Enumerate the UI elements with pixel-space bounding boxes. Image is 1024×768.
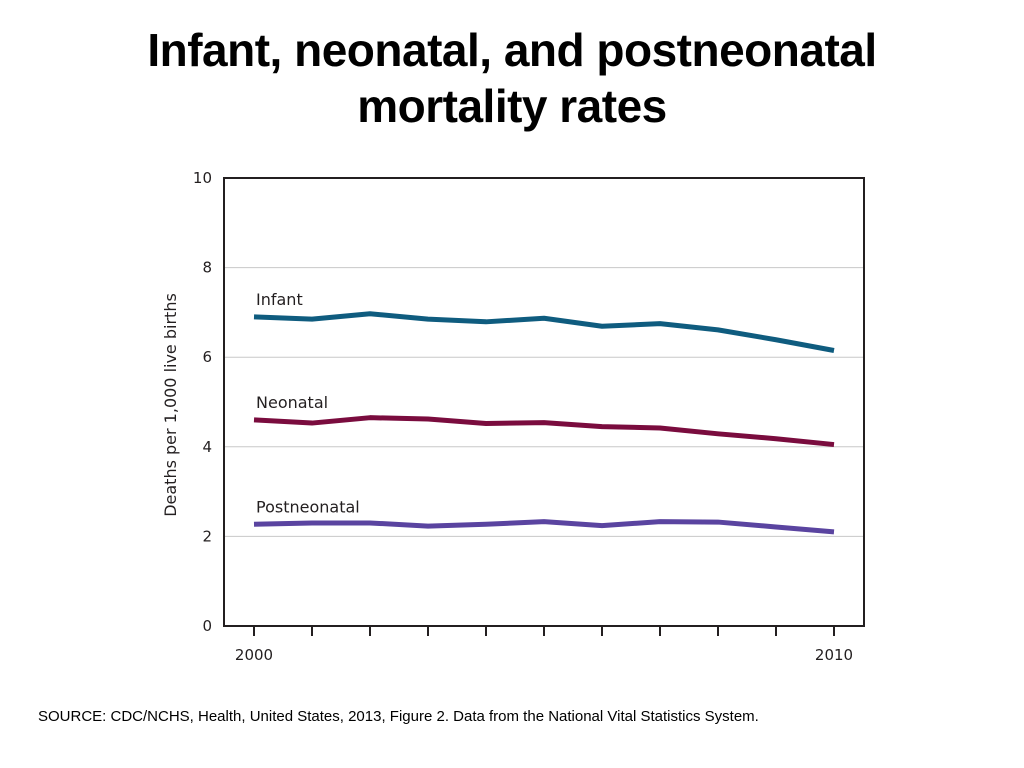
series-label-neonatal: Neonatal <box>256 393 328 412</box>
series-line-neonatal <box>253 415 835 448</box>
series-label-infant: Infant <box>256 290 303 309</box>
y-tick-label-10: 10 <box>193 169 212 187</box>
slide-title-line-1: Infant, neonatal, and postneonatal <box>147 24 877 76</box>
series-line-postneonatal <box>253 519 835 535</box>
series-lines: Infant Neonatal Postneonatal <box>253 290 835 535</box>
series-label-postneonatal: Postneonatal <box>256 497 360 516</box>
y-tick-label-2: 2 <box>202 527 212 545</box>
y-tick-label-8: 8 <box>202 259 212 277</box>
grid-lines <box>224 267 864 537</box>
y-tick-label-0: 0 <box>202 617 212 635</box>
slide-title: Infant, neonatal, and postneonatal morta… <box>0 22 1024 134</box>
y-tick-label-6: 6 <box>202 348 212 366</box>
y-axis-label: Deaths per 1,000 live births <box>161 293 180 517</box>
x-tick-label-2000: 2000 <box>235 646 273 664</box>
mortality-line-chart: Infant Neonatal Postneonatal 0 2 4 6 8 10 2000 20… <box>161 169 865 664</box>
axes: 0 2 4 6 8 10 2000 2010 <box>193 169 853 664</box>
x-tick-label-2010: 2010 <box>815 646 853 664</box>
series-line-infant <box>253 311 835 353</box>
y-tick-label-4: 4 <box>202 438 212 456</box>
slide-title-line-2: mortality rates <box>357 80 667 132</box>
source-note: SOURCE: CDC/NCHS, Health, United States,… <box>38 708 759 725</box>
